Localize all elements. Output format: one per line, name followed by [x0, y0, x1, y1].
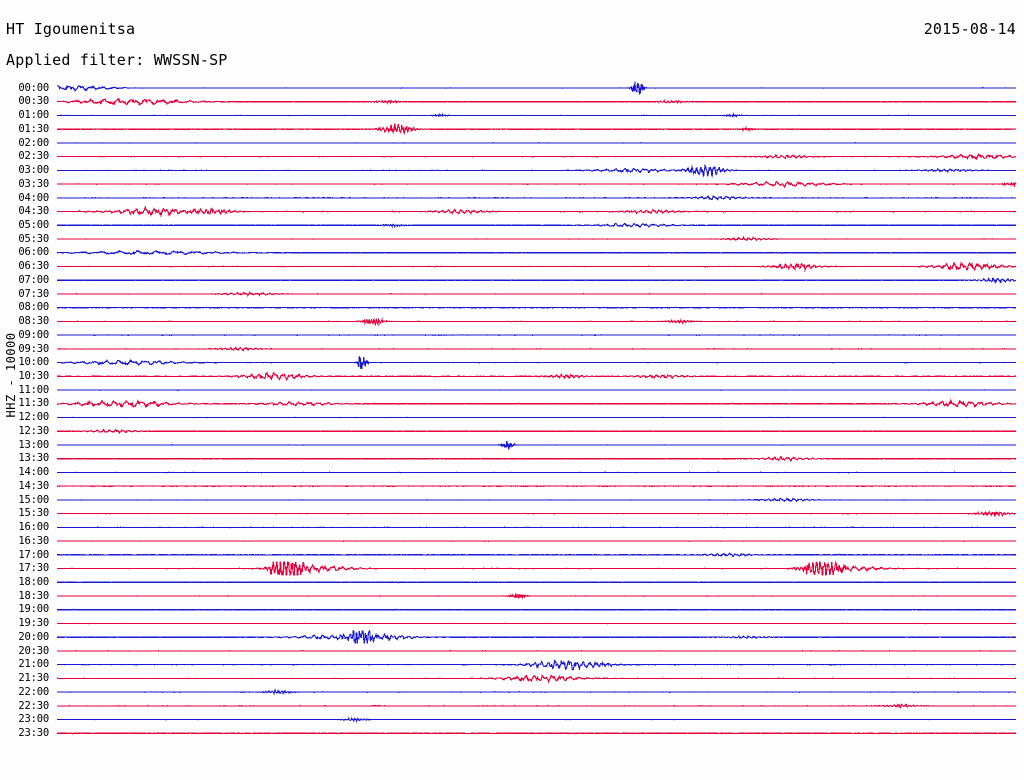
time-tick-label: 22:30	[18, 699, 49, 712]
time-tick-label: 04:00	[18, 191, 49, 204]
trace-line	[56, 195, 1017, 201]
trace-line	[56, 526, 1016, 529]
trace-line	[56, 123, 1017, 136]
trace-line	[56, 277, 1017, 285]
time-tick-label: 06:00	[18, 246, 49, 259]
time-tick-label: 17:30	[18, 562, 49, 575]
time-tick-label: 13:00	[18, 438, 49, 451]
time-tick-label: 03:00	[18, 164, 49, 177]
page-title: HT Igoumenitsa	[6, 20, 136, 38]
time-tick-label: 09:30	[18, 342, 49, 355]
trace-line	[56, 306, 1017, 309]
time-tick-label: 05:30	[18, 232, 49, 245]
trace-line	[56, 732, 1017, 735]
date-label: 2015-08-14	[923, 20, 1016, 38]
trace-line	[57, 112, 1017, 119]
trace-line	[56, 716, 1017, 724]
trace-line	[56, 346, 1017, 352]
trace-line	[57, 235, 1017, 241]
time-tick-label: 11:00	[18, 383, 49, 396]
time-tick-label: 00:30	[18, 95, 49, 108]
time-tick-label: 16:00	[18, 521, 49, 534]
time-tick-label: 21:00	[18, 658, 49, 671]
trace-line	[57, 560, 1017, 577]
time-tick-label: 20:30	[18, 644, 49, 657]
trace-line	[56, 371, 1017, 382]
time-tick-label: 03:30	[18, 177, 49, 190]
trace-line	[56, 97, 1016, 107]
trace-line	[56, 290, 1017, 297]
trace-line	[56, 416, 1017, 419]
trace-line	[57, 629, 1017, 644]
time-tick-label: 22:00	[18, 685, 49, 698]
trace-line	[56, 261, 1017, 272]
trace-line	[56, 398, 1017, 409]
trace-line	[57, 552, 1017, 558]
time-tick-label: 05:00	[18, 219, 49, 231]
time-tick-label: 14:00	[18, 466, 49, 479]
time-tick-label: 18:00	[18, 575, 49, 588]
trace-line	[56, 205, 1017, 218]
time-tick-label: 09:00	[18, 328, 49, 341]
trace-line	[56, 441, 1017, 450]
time-tick-label: 06:30	[18, 260, 49, 273]
trace-line	[56, 222, 1017, 229]
trace-line	[57, 153, 1017, 161]
time-tick-label: 20:00	[18, 630, 49, 643]
time-tick-label: 01:30	[18, 122, 49, 135]
time-tick-label: 15:30	[18, 507, 49, 520]
trace-line	[57, 455, 1017, 463]
trace-line	[56, 649, 1017, 653]
trace-line	[56, 389, 1017, 391]
trace-line	[56, 180, 1017, 189]
trace-line	[56, 497, 1017, 503]
trace-line	[56, 510, 1017, 518]
trace-line	[56, 688, 1017, 696]
time-tick-label: 21:30	[18, 672, 49, 685]
trace-line	[57, 593, 1017, 600]
trace-line	[56, 249, 1017, 256]
time-tick-label: 16:30	[18, 534, 49, 547]
time-tick-label: 19:30	[18, 617, 49, 630]
time-tick-label: 10:30	[18, 370, 49, 383]
trace-line	[56, 608, 1017, 611]
trace-line	[56, 428, 1017, 435]
trace-line	[56, 471, 1017, 474]
trace-line	[56, 485, 1016, 488]
helicorder-plot	[0, 78, 1024, 780]
time-tick-label: 19:00	[18, 603, 49, 616]
trace-line	[56, 81, 1017, 95]
time-tick-label: 18:30	[18, 589, 49, 602]
time-tick-label: 15:00	[18, 493, 49, 506]
time-tick-label: 04:30	[18, 205, 49, 218]
time-tick-label: 23:00	[18, 713, 49, 726]
trace-line	[56, 317, 1017, 327]
trace-line	[56, 622, 1017, 625]
time-tick-label: 02:00	[18, 136, 49, 149]
time-tick-label: 13:30	[18, 452, 49, 465]
time-tick-label: 07:00	[18, 273, 49, 286]
trace-line	[56, 163, 1017, 178]
applied-filter-label: Applied filter: WWSSN-SP	[6, 51, 228, 69]
time-tick-label: 12:30	[18, 424, 49, 437]
trace-line	[56, 356, 1017, 369]
time-tick-label: 02:30	[18, 150, 49, 163]
time-tick-label: 10:00	[18, 356, 49, 369]
trace-line	[56, 659, 1016, 672]
time-tick-label: 14:30	[18, 479, 49, 492]
time-tick-label: 12:00	[18, 411, 49, 424]
time-tick-label: 17:00	[18, 548, 49, 561]
time-tick-label: 08:30	[18, 315, 49, 328]
time-tick-label: 01:00	[18, 109, 49, 122]
time-tick-label: 07:30	[18, 287, 49, 300]
time-tick-label: 23:30	[18, 727, 49, 739]
trace-line	[56, 581, 1017, 584]
trace-line	[56, 673, 1017, 684]
time-tick-label: 11:30	[18, 397, 49, 410]
time-tick-label: 00:00	[18, 81, 49, 94]
trace-line	[56, 703, 1016, 709]
trace-line	[56, 334, 1017, 337]
time-tick-label: 08:00	[18, 301, 49, 314]
